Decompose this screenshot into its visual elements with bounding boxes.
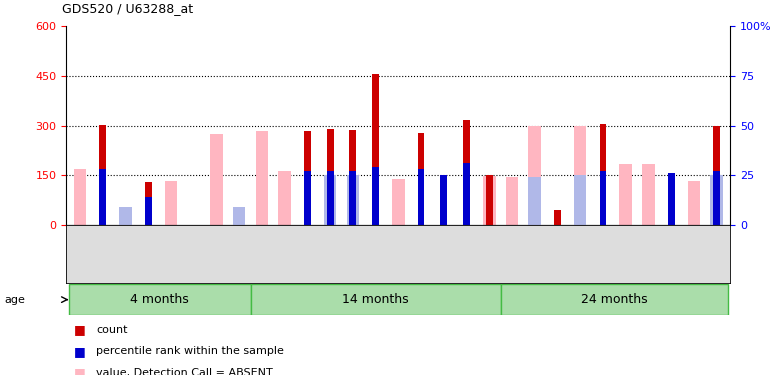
Bar: [463, 120, 470, 225]
Text: age: age: [4, 295, 25, 304]
Bar: [326, 129, 333, 225]
Bar: [99, 125, 106, 225]
Bar: [326, 171, 333, 225]
Bar: [574, 126, 587, 225]
Text: count: count: [96, 325, 127, 335]
Bar: [713, 171, 720, 225]
Bar: [711, 176, 723, 225]
Bar: [600, 124, 606, 225]
Bar: [687, 181, 700, 225]
Text: ■: ■: [74, 366, 86, 375]
Text: percentile rank within the sample: percentile rank within the sample: [96, 346, 284, 356]
Bar: [554, 210, 561, 225]
Bar: [440, 176, 448, 225]
Bar: [619, 164, 632, 225]
Bar: [210, 134, 223, 225]
Bar: [418, 133, 424, 225]
Bar: [99, 170, 106, 225]
Bar: [324, 176, 337, 225]
Bar: [418, 170, 424, 225]
Bar: [668, 173, 675, 225]
Bar: [600, 171, 606, 225]
Bar: [144, 182, 152, 225]
Bar: [501, 284, 728, 315]
Bar: [529, 126, 541, 225]
Bar: [347, 176, 359, 225]
Bar: [529, 177, 541, 225]
Bar: [574, 176, 587, 225]
Bar: [506, 177, 519, 225]
Bar: [119, 207, 132, 225]
Bar: [233, 207, 245, 225]
Bar: [373, 167, 379, 225]
Bar: [69, 284, 251, 315]
Text: value, Detection Call = ABSENT: value, Detection Call = ABSENT: [96, 368, 273, 375]
Bar: [486, 175, 493, 225]
Bar: [463, 164, 470, 225]
Bar: [165, 181, 177, 225]
Bar: [483, 176, 495, 225]
Text: ■: ■: [74, 345, 86, 358]
Text: 4 months: 4 months: [130, 293, 189, 306]
Bar: [255, 130, 268, 225]
Bar: [304, 171, 311, 225]
Bar: [373, 74, 379, 225]
Text: GDS520 / U63288_at: GDS520 / U63288_at: [62, 2, 194, 15]
Bar: [251, 284, 501, 315]
Bar: [440, 176, 448, 225]
Bar: [349, 130, 356, 225]
Text: 14 months: 14 months: [342, 293, 409, 306]
Bar: [119, 207, 132, 225]
Bar: [392, 178, 405, 225]
Bar: [144, 197, 152, 225]
Bar: [73, 169, 86, 225]
Bar: [349, 171, 356, 225]
Bar: [713, 126, 720, 225]
Bar: [278, 171, 291, 225]
Text: ■: ■: [74, 324, 86, 336]
Text: 24 months: 24 months: [581, 293, 647, 306]
Bar: [304, 131, 311, 225]
Bar: [642, 164, 654, 225]
